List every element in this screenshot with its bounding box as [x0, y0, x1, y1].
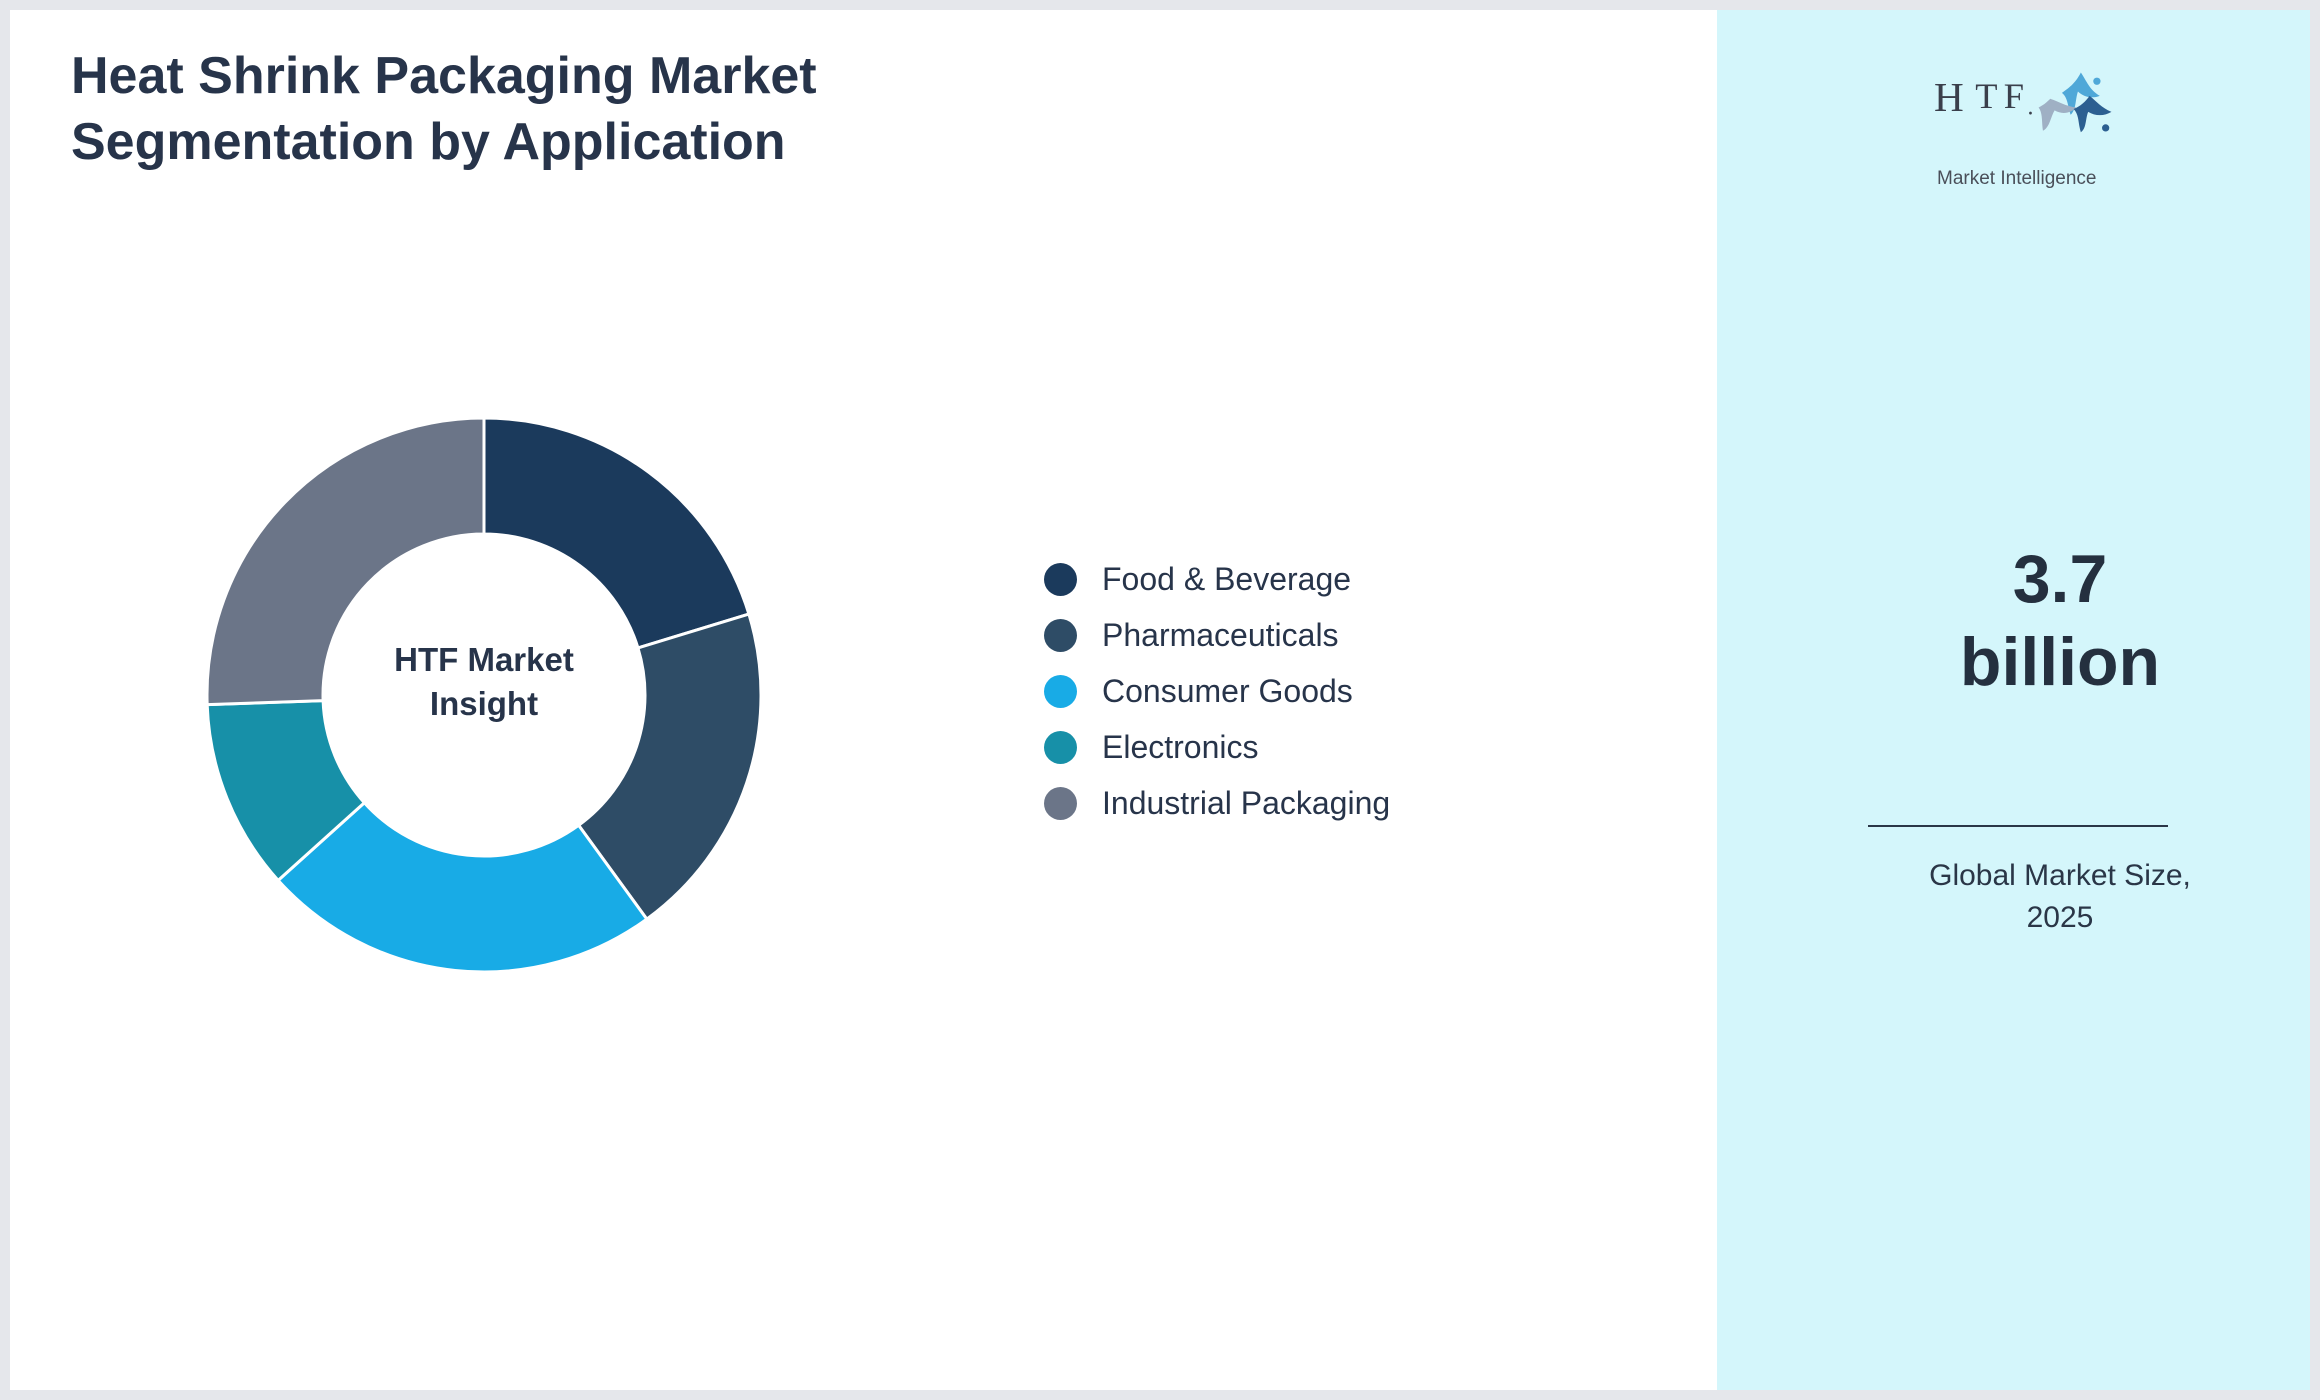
svg-text:F: F — [2004, 76, 2024, 116]
svg-text:.: . — [2027, 94, 2033, 120]
svg-text:T: T — [1975, 76, 1997, 116]
svg-text:H: H — [1934, 74, 1964, 120]
